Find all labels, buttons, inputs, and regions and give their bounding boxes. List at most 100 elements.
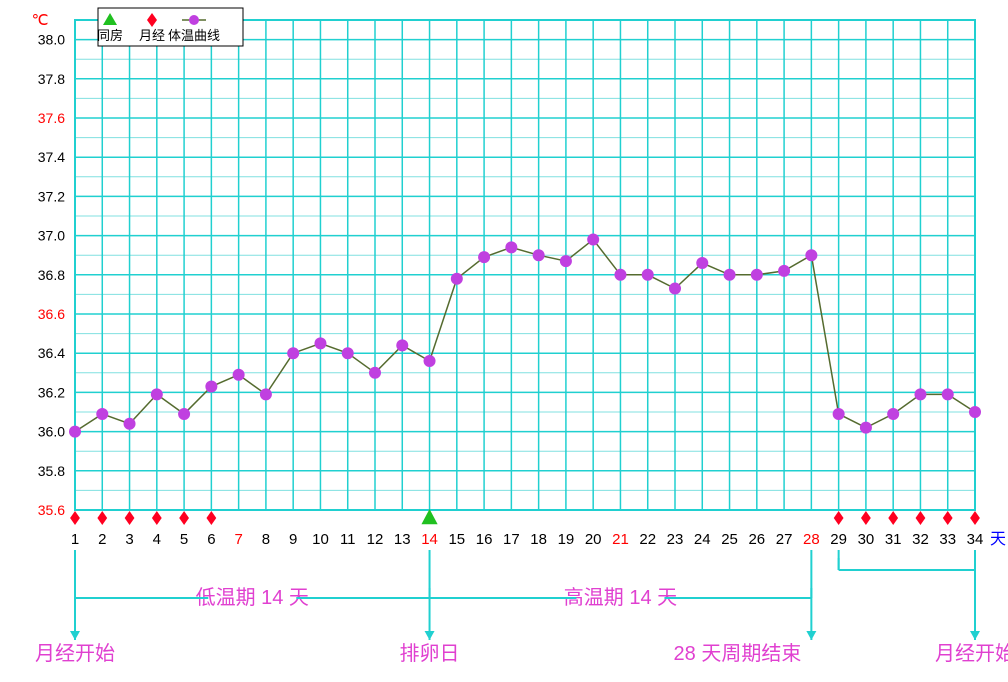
temperature-point [560, 255, 572, 267]
legend-label: 月经 [139, 28, 165, 43]
y-axis-label: ℃ [32, 12, 49, 29]
x-tick-label: 26 [748, 531, 765, 548]
temperature-line [75, 240, 975, 432]
menstruation-marker [152, 511, 162, 525]
y-tick-label: 37.4 [38, 149, 65, 165]
y-tick-label: 35.8 [38, 463, 65, 479]
temperature-point [124, 418, 136, 430]
x-tick-label: 14 [421, 531, 438, 548]
x-tick-label: 9 [289, 531, 297, 548]
temperature-point [178, 408, 190, 420]
bbt-chart: 35.635.836.036.236.436.636.837.037.237.4… [0, 0, 1008, 682]
y-tick-label: 36.4 [38, 345, 65, 361]
x-tick-label: 23 [667, 531, 684, 548]
legend-label: 同房 [97, 28, 123, 43]
y-tick-label: 36.0 [38, 424, 65, 440]
menstruation-marker [970, 511, 980, 525]
y-tick-label: 36.8 [38, 267, 65, 283]
temperature-point [860, 422, 872, 434]
annotation-label: 28 天周期结束 [674, 642, 802, 665]
temperature-point [833, 408, 845, 420]
temperature-point [396, 339, 408, 351]
x-tick-label: 30 [858, 531, 875, 548]
x-tick-label: 24 [694, 531, 711, 548]
y-tick-label: 38.0 [38, 32, 65, 48]
x-tick-label: 16 [476, 531, 493, 548]
temperature-point [751, 269, 763, 281]
menstruation-marker [97, 511, 107, 525]
temperature-point [778, 265, 790, 277]
x-tick-label: 19 [558, 531, 575, 548]
temperature-point [887, 408, 899, 420]
x-tick-label: 2 [98, 531, 106, 548]
temperature-point [587, 234, 599, 246]
x-tick-label: 11 [340, 531, 356, 548]
y-tick-label: 35.6 [38, 502, 65, 518]
annotation-label: 月经开始 [35, 642, 115, 665]
temperature-point [478, 251, 490, 263]
annotation-label: 月经开始 [935, 642, 1008, 665]
y-tick-label: 36.6 [38, 306, 65, 322]
x-axis-label: 天 [990, 531, 1006, 548]
temperature-point [696, 257, 708, 269]
menstruation-marker [125, 511, 135, 525]
x-tick-label: 15 [448, 531, 465, 548]
x-tick-label: 18 [530, 531, 547, 548]
menstruation-marker [916, 511, 926, 525]
menstruation-marker [861, 511, 871, 525]
x-tick-label: 32 [912, 531, 929, 548]
x-tick-label: 29 [830, 531, 847, 548]
temperature-point [424, 355, 436, 367]
x-tick-label: 27 [776, 531, 793, 548]
menstruation-marker [888, 511, 898, 525]
intercourse-marker [421, 509, 437, 524]
temperature-point [96, 408, 108, 420]
y-tick-label: 37.8 [38, 71, 65, 87]
x-tick-label: 12 [367, 531, 384, 548]
temperature-point [69, 426, 81, 438]
x-tick-label: 33 [939, 531, 956, 548]
temperature-point [942, 388, 954, 400]
x-tick-label: 10 [312, 531, 329, 548]
x-tick-label: 13 [394, 531, 411, 548]
temperature-point [151, 388, 163, 400]
y-tick-label: 37.6 [38, 110, 65, 126]
temperature-point [287, 347, 299, 359]
legend-label: 体温曲线 [168, 28, 220, 43]
x-tick-label: 17 [503, 531, 520, 548]
x-tick-label: 31 [885, 531, 902, 548]
temperature-point [969, 406, 981, 418]
x-tick-label: 4 [153, 531, 161, 548]
temperature-point [260, 388, 272, 400]
temperature-point [642, 269, 654, 281]
range-label: 高温期 14 天 [564, 586, 677, 609]
menstruation-marker [834, 511, 844, 525]
temperature-point [669, 283, 681, 295]
x-tick-label: 6 [207, 531, 215, 548]
x-tick-label: 8 [262, 531, 270, 548]
temperature-point [205, 381, 217, 393]
temperature-point [614, 269, 626, 281]
x-tick-label: 3 [125, 531, 133, 548]
annotation-label: 排卵日 [400, 642, 460, 665]
x-tick-label: 7 [234, 531, 242, 548]
menstruation-marker [179, 511, 189, 525]
temperature-point [805, 249, 817, 261]
temperature-point [533, 249, 545, 261]
x-tick-label: 25 [721, 531, 738, 548]
temperature-point [451, 273, 463, 285]
temperature-point [914, 388, 926, 400]
x-tick-label: 28 [803, 531, 820, 548]
menstruation-marker [70, 511, 80, 525]
y-tick-label: 37.0 [38, 228, 65, 244]
temperature-point [369, 367, 381, 379]
x-tick-label: 20 [585, 531, 602, 548]
temperature-point [505, 241, 517, 253]
x-tick-label: 5 [180, 531, 188, 548]
menstruation-marker [206, 511, 216, 525]
x-tick-label: 22 [639, 531, 656, 548]
menstruation-marker [943, 511, 953, 525]
range-label: 低温期 14 天 [196, 586, 309, 609]
temperature-point [724, 269, 736, 281]
x-tick-label: 21 [612, 531, 629, 548]
